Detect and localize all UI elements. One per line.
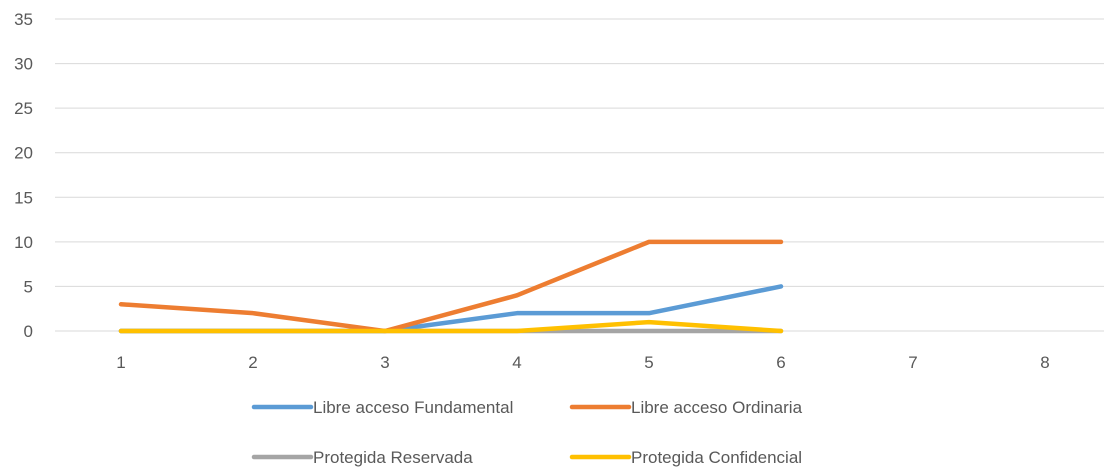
x-axis-tick-labels: 1 2 3 4 5 6 7 8 (116, 353, 1049, 372)
legend-item: Protegida Reservada (251, 448, 473, 467)
x-tick-label: 3 (380, 353, 389, 372)
x-tick-label: 2 (248, 353, 257, 372)
y-tick-label: 0 (24, 322, 33, 341)
legend-label: Libre acceso Fundamental (313, 398, 513, 417)
x-tick-label: 4 (512, 353, 521, 372)
y-tick-label: 20 (14, 144, 33, 163)
series-line-protegida-confidencial (118, 319, 784, 334)
x-tick-label: 7 (908, 353, 917, 372)
y-tick-label: 10 (14, 233, 33, 252)
x-tick-label: 1 (116, 353, 125, 372)
y-tick-label: 35 (14, 10, 33, 29)
y-tick-label: 25 (14, 99, 33, 118)
legend: Libre acceso Fundamental Libre acceso Ord… (251, 398, 803, 467)
y-tick-label: 15 (14, 188, 33, 207)
series-lines (118, 239, 784, 334)
grid-lines (55, 18, 1104, 287)
y-tick-label: 30 (14, 55, 33, 74)
x-tick-label: 5 (644, 353, 653, 372)
legend-label: Libre acceso Ordinaria (631, 398, 803, 417)
y-axis-tick-labels: 0 5 10 15 20 25 30 35 (14, 10, 33, 341)
series-line-libre-acceso-ordinaria (118, 239, 784, 334)
legend-label: Protegida Reservada (313, 448, 473, 467)
legend-item: Libre acceso Ordinaria (569, 398, 803, 417)
legend-item: Protegida Confidencial (569, 448, 802, 467)
legend-label: Protegida Confidencial (631, 448, 802, 467)
x-tick-label: 6 (776, 353, 785, 372)
y-tick-label: 5 (24, 277, 33, 296)
x-tick-label: 8 (1040, 353, 1049, 372)
legend-item: Libre acceso Fundamental (251, 398, 513, 417)
